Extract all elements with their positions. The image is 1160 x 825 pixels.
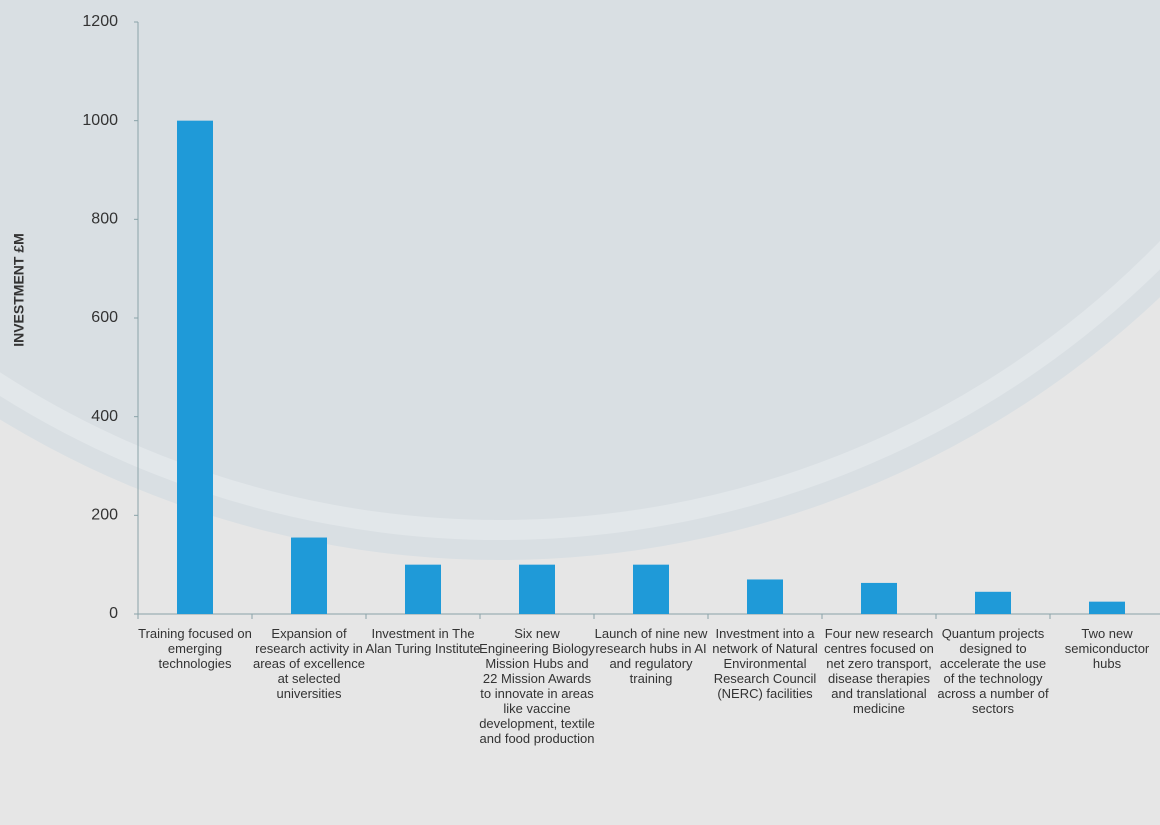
bar <box>861 582 897 614</box>
bar <box>747 579 783 614</box>
bar <box>177 120 213 615</box>
background-circle <box>0 0 1160 560</box>
y-tick-label: 0 <box>109 605 118 622</box>
y-axis-label: INVESTMENT £M <box>11 233 27 347</box>
y-tick-label: 400 <box>91 408 118 425</box>
y-tick-label: 800 <box>91 211 118 228</box>
x-tick-label: Two new semiconductor hubs <box>1064 626 1150 671</box>
y-tick-label: 600 <box>91 309 118 326</box>
x-tick-label: Four new research centres focused on net… <box>824 626 934 716</box>
background-ring <box>0 0 1160 530</box>
bar <box>975 591 1011 614</box>
x-tick-label: Training focused on emerging technologie… <box>138 626 252 671</box>
bar <box>633 564 669 614</box>
x-tick-label: Investment in The Alan Turing Institute <box>365 626 481 656</box>
y-tick-label: 1000 <box>82 112 118 129</box>
x-tick-label: Six new Engineering Biology Mission Hubs… <box>479 626 595 746</box>
bar <box>1089 601 1125 614</box>
bar <box>519 564 555 614</box>
x-tick-label: Expansion of research activity in areas … <box>252 626 365 701</box>
y-tick-label: 200 <box>91 507 118 524</box>
y-tick-label: 1200 <box>82 13 118 30</box>
x-tick-label: Quantum projects designed to accelerate … <box>937 626 1049 716</box>
bar <box>291 537 327 614</box>
x-tick-label: Investment into a network of Natural Env… <box>712 626 818 701</box>
bar <box>405 564 441 614</box>
x-tick-label: Launch of nine new research hubs in AI a… <box>594 626 708 686</box>
